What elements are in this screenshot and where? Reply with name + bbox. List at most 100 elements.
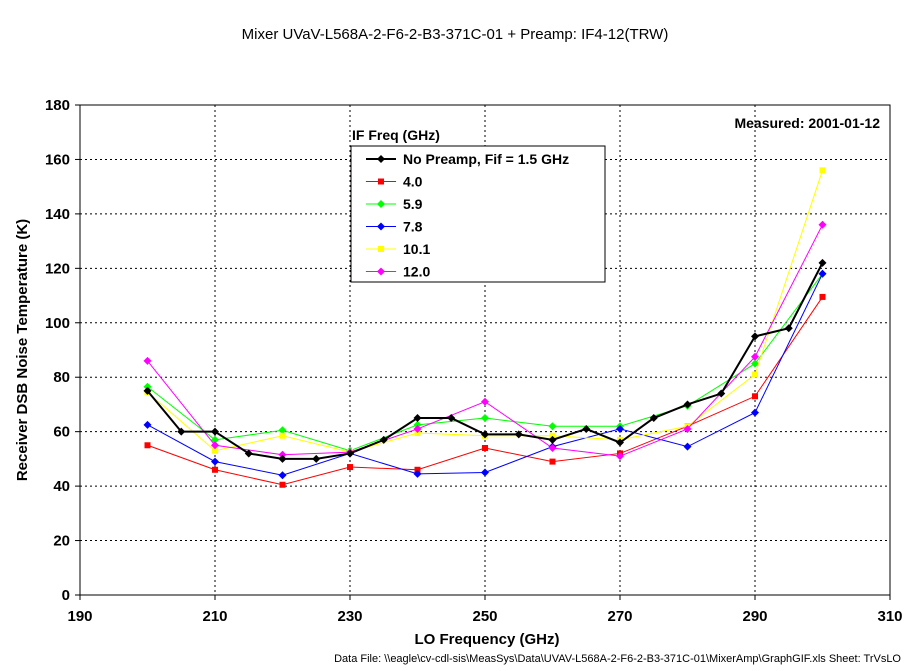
- data-point: [347, 464, 353, 471]
- series-no-preamp: [143, 258, 827, 463]
- data-point: [481, 414, 489, 423]
- data-point: [143, 356, 152, 365]
- data-point: [379, 435, 388, 444]
- y-tick-label: 120: [45, 260, 70, 277]
- data-point: [378, 246, 384, 252]
- data-point: [211, 457, 219, 466]
- y-tick-label: 160: [45, 151, 70, 168]
- data-point: [278, 426, 287, 435]
- x-axis-title: LO Frequency (GHz): [414, 631, 559, 648]
- legend-item: 12.0: [366, 264, 430, 280]
- data-point: [143, 386, 152, 395]
- data-point: [414, 430, 421, 437]
- data-point: [683, 442, 692, 451]
- data-point: [548, 435, 557, 444]
- data-point: [616, 438, 624, 447]
- data-point: [346, 449, 354, 458]
- x-tick-label: 190: [67, 608, 92, 625]
- data-point: [751, 359, 759, 368]
- data-point: [818, 220, 827, 229]
- x-tick-label: 310: [877, 608, 902, 625]
- data-point: [211, 441, 219, 450]
- data-point: [377, 155, 385, 163]
- data-point: [752, 371, 758, 378]
- data-point: [144, 442, 151, 449]
- data-point: [413, 424, 422, 433]
- data-point: [549, 458, 556, 465]
- data-point: [278, 454, 287, 463]
- y-tick-label: 100: [45, 315, 70, 332]
- legend-label: 7.8: [403, 219, 423, 235]
- measured-annotation: Measured: 2001-01-12: [734, 115, 880, 131]
- data-point: [413, 414, 422, 423]
- y-tick-label: 80: [53, 369, 70, 386]
- data-point: [548, 422, 557, 431]
- data-point: [211, 427, 219, 436]
- data-point: [312, 454, 321, 463]
- legend-title: IF Freq (GHz): [352, 127, 440, 143]
- data-point: [717, 389, 726, 398]
- data-point: [751, 332, 759, 341]
- data-point: [212, 466, 218, 473]
- data-point: [481, 430, 489, 439]
- data-point: [683, 424, 692, 433]
- y-tick-label: 140: [45, 206, 70, 223]
- data-point: [819, 167, 826, 174]
- data-point: [378, 178, 384, 185]
- data-point: [414, 466, 421, 473]
- x-tick-label: 210: [202, 608, 227, 625]
- data-point: [481, 397, 489, 406]
- legend: No Preamp, Fif = 1.5 GHz 4.0 5.9 7.8 10.1 12.…: [350, 145, 606, 283]
- legend-label: 10.1: [403, 241, 430, 257]
- legend-label: No Preamp, Fif = 1.5 GHz: [403, 151, 569, 167]
- chart-title: Mixer UVaV-L568A-2-F6-2-B3-371C-01 + Pre…: [242, 26, 669, 43]
- x-axis: 190 210 230 250 270 290 310: [67, 595, 903, 625]
- data-point: [481, 468, 489, 477]
- data-point: [818, 258, 827, 267]
- series-layer: [143, 167, 827, 488]
- data-point: [751, 408, 759, 417]
- y-tick-label: 60: [53, 424, 70, 441]
- y-axis-title: Receiver DSB Noise Temperature (K): [14, 219, 31, 481]
- data-point: [819, 293, 826, 300]
- x-tick-label: 230: [337, 608, 362, 625]
- data-point: [279, 432, 286, 439]
- data-point: [278, 471, 287, 480]
- data-point: [212, 447, 218, 454]
- x-tick-label: 250: [472, 608, 497, 625]
- legend-item: 5.9: [366, 196, 423, 212]
- legend-label: 5.9: [403, 196, 423, 212]
- legend-label: 12.0: [403, 264, 430, 280]
- data-point: [211, 435, 219, 444]
- legend-box: [350, 145, 606, 283]
- data-point: [278, 450, 287, 459]
- data-point: [413, 420, 422, 429]
- data-point: [514, 430, 523, 439]
- data-point: [143, 420, 152, 429]
- legend-item: 7.8: [366, 219, 423, 235]
- y-tick-label: 20: [53, 533, 70, 550]
- data-point: [548, 444, 557, 452]
- data-point: [279, 481, 286, 488]
- data-point: [177, 427, 186, 436]
- data-point: [582, 424, 591, 433]
- data-point: [377, 222, 385, 231]
- legend-item: 4.0: [366, 174, 423, 190]
- data-point: [683, 400, 692, 409]
- x-tick-label: 290: [742, 608, 767, 625]
- data-point: [616, 452, 624, 461]
- data-point: [751, 352, 759, 361]
- data-point: [377, 267, 385, 276]
- y-tick-label: 180: [45, 97, 70, 114]
- data-point: [244, 449, 253, 458]
- legend-item: 10.1: [366, 241, 430, 257]
- data-point: [616, 424, 624, 433]
- series-12-0: [143, 220, 827, 461]
- data-point: [413, 469, 422, 478]
- legend-label: 4.0: [403, 174, 423, 190]
- data-point: [818, 269, 827, 278]
- y-tick-label: 40: [53, 478, 70, 495]
- y-tick-label: 0: [62, 587, 70, 604]
- data-point: [447, 414, 456, 423]
